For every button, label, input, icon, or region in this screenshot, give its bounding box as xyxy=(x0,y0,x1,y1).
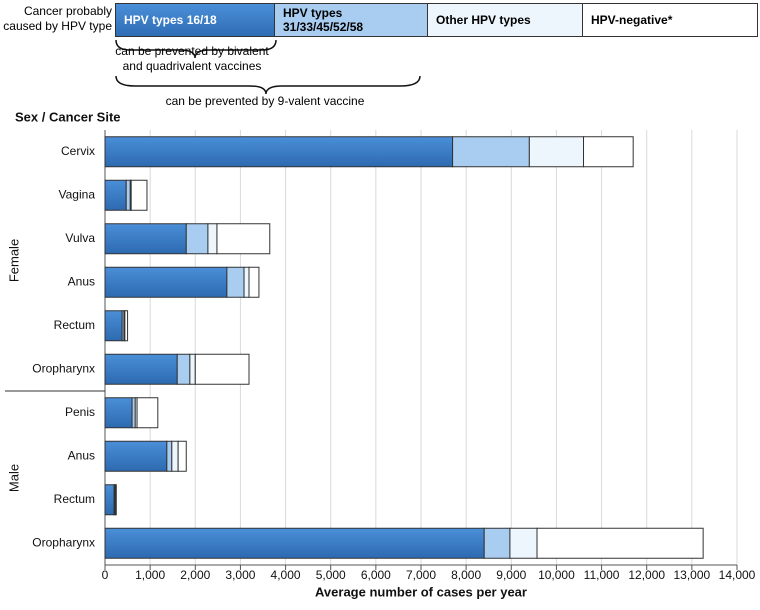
group-label: Male xyxy=(6,464,21,492)
bar-segment xyxy=(104,484,115,516)
x-tick-label: 12,000 xyxy=(628,568,665,582)
bar-segment xyxy=(536,527,704,559)
legend-entry: Other HPV types xyxy=(427,3,583,37)
x-axis-title: Average number of cases per year xyxy=(315,584,527,599)
x-tick-label: 7,000 xyxy=(406,568,436,582)
bar-segment xyxy=(509,527,538,559)
bar-segment xyxy=(166,440,173,472)
x-tick-label: 1,000 xyxy=(135,568,165,582)
legend-entry: HPV-negative* xyxy=(582,3,758,37)
bar-segment xyxy=(226,266,245,298)
bar-segment xyxy=(104,179,127,211)
bar-segment xyxy=(583,136,634,168)
bar-segment xyxy=(104,136,454,168)
y-tick-label: Vagina xyxy=(59,187,96,201)
y-tick-label: Rectum xyxy=(54,318,95,332)
y-axis-title: Sex / Cancer Site xyxy=(15,109,121,124)
x-tick-label: 6,000 xyxy=(361,568,391,582)
y-tick-label: Anus xyxy=(68,448,95,462)
bar-segment xyxy=(136,397,159,429)
x-tick-label: 10,000 xyxy=(538,568,575,582)
bar-segment xyxy=(104,223,187,255)
legend-entry: HPV types 16/18 xyxy=(115,3,275,37)
bar-segment xyxy=(483,527,511,559)
x-tick-label: 2,000 xyxy=(180,568,210,582)
y-tick-label: Oropharynx xyxy=(32,361,95,375)
bar-segment xyxy=(185,223,209,255)
annotation: can be prevented by bivalent and quadriv… xyxy=(115,44,269,73)
x-tick-label: 13,000 xyxy=(674,568,711,582)
legend-title: Cancer probably caused by HPV type xyxy=(3,4,112,33)
y-tick-label: Rectum xyxy=(54,492,95,506)
y-tick-label: Vulva xyxy=(65,231,95,245)
x-tick-label: 4,000 xyxy=(271,568,301,582)
bar-segment xyxy=(194,353,250,385)
bar-segment xyxy=(104,527,485,559)
x-tick-label: 14,000 xyxy=(719,568,756,582)
bar-segment xyxy=(528,136,585,168)
bar-segment xyxy=(248,266,260,298)
bar-segment xyxy=(104,266,228,298)
bar-segment xyxy=(207,223,218,255)
bar-segment xyxy=(124,310,129,342)
bar-segment xyxy=(104,310,123,342)
bar-segment xyxy=(243,266,250,298)
bar-segment xyxy=(125,179,131,211)
bar-segment xyxy=(189,353,196,385)
bar-segment xyxy=(177,440,187,472)
bar-segment xyxy=(176,353,191,385)
brace xyxy=(115,39,277,59)
group-label: Female xyxy=(6,239,21,282)
bar-segment xyxy=(216,223,271,255)
x-tick-label: 0 xyxy=(102,568,109,582)
y-tick-label: Anus xyxy=(68,274,95,288)
x-tick-label: 8,000 xyxy=(451,568,481,582)
x-tick-label: 3,000 xyxy=(225,568,255,582)
y-tick-label: Cervix xyxy=(61,144,95,158)
x-tick-label: 11,000 xyxy=(584,568,620,582)
bar-segment xyxy=(452,136,530,168)
brace xyxy=(115,75,421,95)
x-tick-label: 9,000 xyxy=(496,568,526,582)
bar-segment xyxy=(130,179,148,211)
y-tick-label: Oropharynx xyxy=(32,535,95,549)
bar-segment xyxy=(171,440,179,472)
bar-segment xyxy=(114,484,117,516)
x-tick-label: 5,000 xyxy=(316,568,346,582)
bar-segment xyxy=(104,440,168,472)
bar-segment xyxy=(104,397,133,429)
annotation: can be prevented by 9-valent vaccine xyxy=(165,94,365,108)
legend-entry: HPV types 31/33/45/52/58 xyxy=(274,3,428,37)
y-tick-label: Penis xyxy=(65,405,95,419)
bar-segment xyxy=(104,353,178,385)
